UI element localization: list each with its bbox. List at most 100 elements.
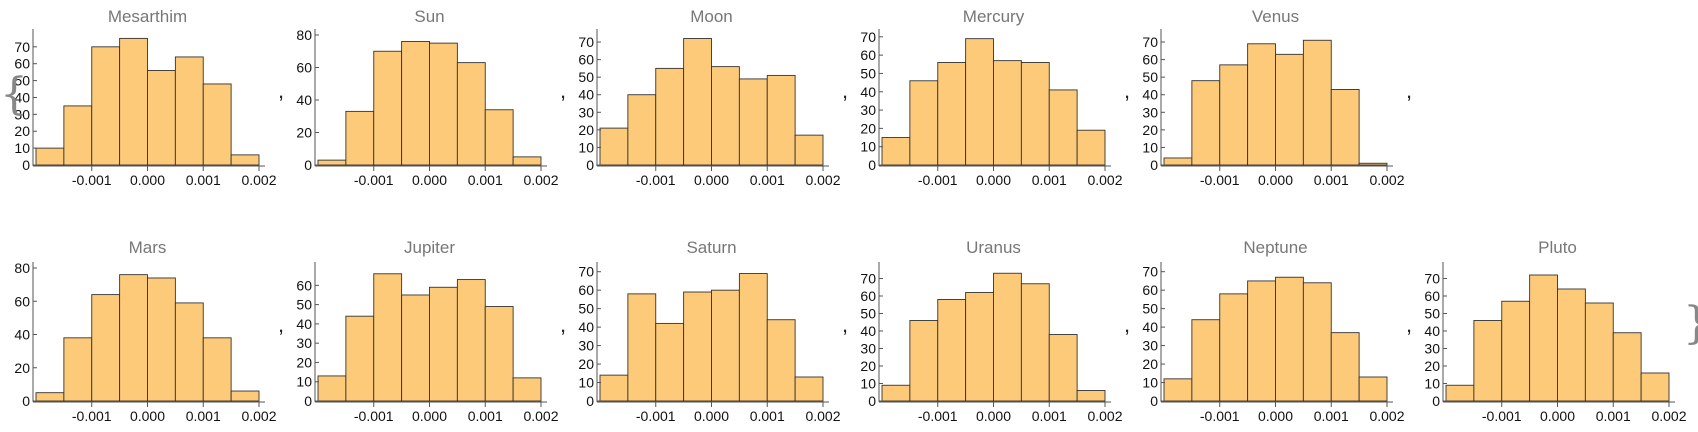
histogram-bar <box>599 127 629 166</box>
y-tick-label: 30 <box>1142 104 1158 120</box>
x-tick-label: 0.002 <box>241 408 276 424</box>
histogram-bar <box>230 390 260 402</box>
y-tick-label: 30 <box>578 338 594 354</box>
y-tick-label: 70 <box>578 34 594 50</box>
y-tick-label: 50 <box>578 301 594 317</box>
y-tick-label: 30 <box>578 104 594 120</box>
histogram-bar <box>230 154 260 166</box>
x-tick-label: 0.000 <box>412 408 447 424</box>
histogram-bar <box>1219 293 1249 402</box>
histogram-bar <box>484 306 514 402</box>
y-tick-label: 20 <box>860 120 876 136</box>
x-tick-label: 0.001 <box>1032 172 1067 188</box>
histogram-bar <box>1612 332 1642 402</box>
y-tick-label: 20 <box>1142 356 1158 372</box>
histogram-bar <box>1275 276 1304 402</box>
x-tick-label: 0.000 <box>1258 172 1293 188</box>
histogram-bar <box>937 299 967 402</box>
histogram-bar <box>202 83 232 166</box>
y-tick-label: 20 <box>14 360 30 376</box>
histogram-bar <box>484 109 514 166</box>
y-tick-label: 70 <box>1424 271 1440 287</box>
y-tick-label: 60 <box>1142 52 1158 68</box>
histogram-bar <box>1163 378 1193 402</box>
x-tick-label: 0.002 <box>241 172 276 188</box>
histogram-bar <box>63 105 93 166</box>
y-tick-label: 10 <box>296 374 312 390</box>
separator-comma: , <box>1124 312 1131 337</box>
x-tick-label: 0.002 <box>805 172 840 188</box>
histogram-jupiter: Jupiter 0 10 20 30 40 50 60 -0.001 0.000 0.001 0.00… <box>296 238 558 424</box>
y-tick-label: 60 <box>860 47 876 63</box>
histogram-bar <box>429 286 458 402</box>
y-tick-label: 60 <box>1142 282 1158 298</box>
histogram-bar <box>1247 43 1276 166</box>
histogram-title: Uranus <box>966 238 1021 257</box>
histogram-bar <box>1330 332 1360 402</box>
histogram-bar <box>627 94 657 166</box>
x-tick-label: 0.000 <box>1258 408 1293 424</box>
y-tick-label: 40 <box>860 323 876 339</box>
histogram-bar <box>345 110 375 166</box>
histogram-bar <box>599 374 629 402</box>
y-tick-label: 30 <box>1142 338 1158 354</box>
y-tick-label: 40 <box>1142 319 1158 335</box>
y-tick-label: 0 <box>1432 393 1440 409</box>
histogram-title: Jupiter <box>404 238 455 257</box>
y-tick-label: 30 <box>14 106 30 122</box>
histogram-bar <box>147 70 176 166</box>
histogram-title: Moon <box>690 7 733 26</box>
histogram-bar <box>401 41 430 166</box>
y-tick-label: 40 <box>578 87 594 103</box>
y-tick-label: 50 <box>578 69 594 85</box>
y-tick-label: 70 <box>1142 264 1158 280</box>
y-tick-label: 0 <box>1150 393 1158 409</box>
x-tick-label: 0.001 <box>1314 172 1349 188</box>
x-tick-label: 0.002 <box>1369 408 1404 424</box>
x-tick-label: 0.000 <box>976 172 1011 188</box>
y-tick-label: 0 <box>868 393 876 409</box>
y-tick-label: 20 <box>1424 358 1440 374</box>
x-tick-label: 0.000 <box>976 408 1011 424</box>
histogram-bar <box>881 137 911 166</box>
y-tick-label: 70 <box>1142 34 1158 50</box>
y-tick-label: 40 <box>14 89 30 105</box>
histogram-bar <box>1247 280 1276 402</box>
x-tick-label: 0.001 <box>750 408 785 424</box>
histogram-bar <box>993 272 1022 402</box>
histogram-bar <box>429 42 458 166</box>
y-tick-label: 0 <box>586 393 594 409</box>
y-tick-label: 40 <box>296 92 312 108</box>
y-tick-label: 10 <box>860 376 876 392</box>
y-tick-label: 0 <box>304 393 312 409</box>
y-tick-label: 70 <box>578 264 594 280</box>
y-tick-label: 0 <box>1150 157 1158 173</box>
histogram-neptune: Neptune 0 10 20 30 40 50 60 70 -0.001 0.000 0.001 0.… <box>1142 238 1404 424</box>
histogram-bar <box>1302 282 1332 402</box>
histogram-bar <box>119 274 148 402</box>
y-tick-label: 60 <box>1424 288 1440 304</box>
y-tick-label: 50 <box>860 65 876 81</box>
histogram-sun: Sun 0 20 40 60 80 -0.001 0.000 0.001 0.002 <box>296 7 558 188</box>
histogram-bar <box>317 375 347 402</box>
y-tick-label: 40 <box>1142 87 1158 103</box>
histogram-bar <box>1076 390 1106 402</box>
y-tick-label: 50 <box>1424 306 1440 322</box>
histogram-bar <box>35 147 65 166</box>
y-tick-label: 50 <box>1142 301 1158 317</box>
x-tick-label: -0.001 <box>354 172 394 188</box>
histogram-bar <box>1473 320 1503 402</box>
histogram-bar <box>373 273 403 402</box>
y-tick-label: 30 <box>1424 341 1440 357</box>
y-tick-label: 20 <box>578 356 594 372</box>
separator-comma: , <box>278 312 285 337</box>
x-tick-label: 0.001 <box>468 408 503 424</box>
histogram-bar <box>1501 300 1531 402</box>
histogram-bar <box>965 292 994 402</box>
y-tick-label: 10 <box>14 140 30 156</box>
x-tick-label: 0.000 <box>130 408 165 424</box>
x-tick-label: 0.000 <box>694 172 729 188</box>
histogram-bar <box>63 337 93 402</box>
